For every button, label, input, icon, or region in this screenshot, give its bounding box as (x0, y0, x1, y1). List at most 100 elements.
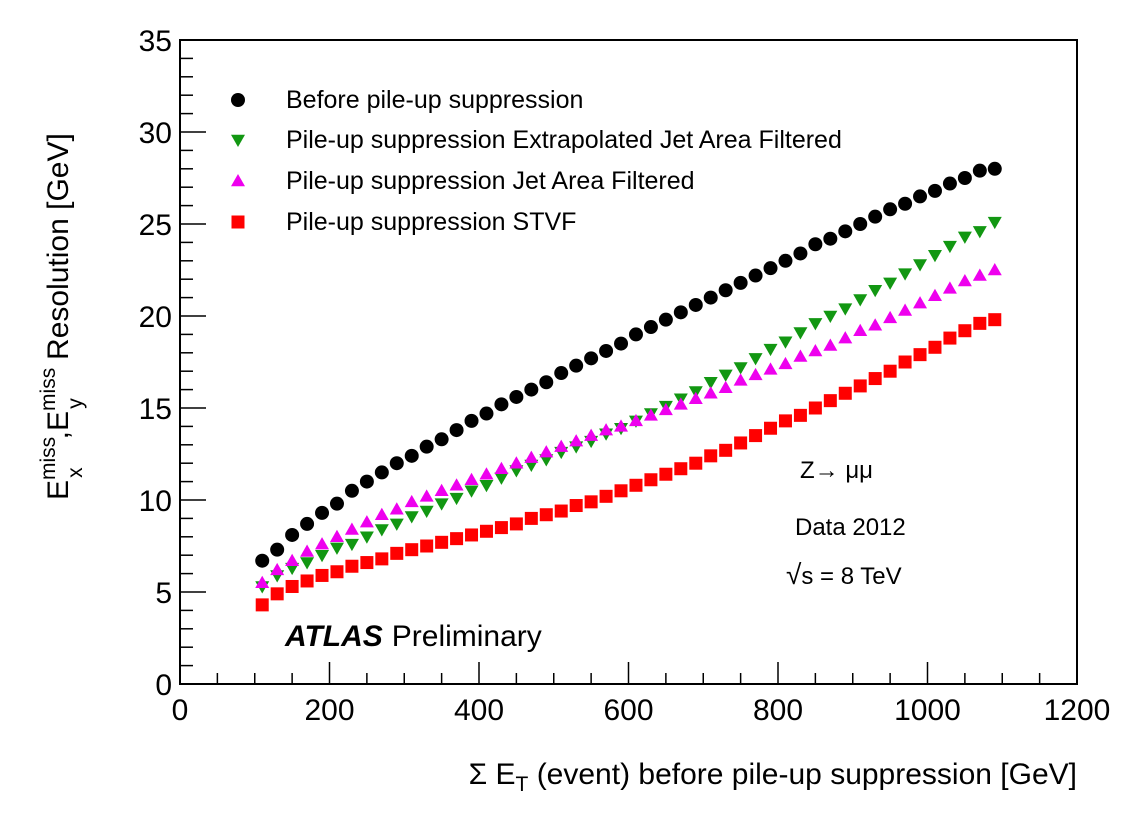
legend-label-before: Before pile-up suppression (286, 86, 583, 114)
data-point (674, 462, 688, 476)
data-point (330, 565, 344, 579)
data-point (270, 542, 285, 557)
data-point (479, 406, 494, 421)
data-point (898, 355, 912, 369)
data-point (599, 489, 613, 503)
data-point (718, 380, 733, 394)
data-point (359, 474, 374, 489)
data-point (883, 277, 898, 290)
data-point (539, 508, 553, 522)
data-point (270, 562, 285, 576)
data-point (524, 450, 539, 463)
data-point (479, 467, 494, 480)
data-point (465, 528, 479, 542)
x-axis-title-sub: T (516, 773, 529, 796)
data-point (389, 456, 404, 471)
preliminary-text: Preliminary (392, 620, 542, 653)
data-point (883, 364, 897, 378)
data-point (509, 517, 523, 531)
data-point (988, 313, 1002, 327)
data-point (838, 303, 853, 316)
legend: Before pile-up suppression Pile-up suppr… (231, 86, 842, 236)
data-point (972, 226, 987, 239)
data-point (898, 268, 913, 281)
data-point (285, 579, 299, 593)
atlas-label: ATLAS Preliminary (284, 620, 542, 653)
data-point (808, 401, 822, 415)
data-point (973, 316, 987, 330)
y-tick-label: 15 (139, 393, 172, 426)
legend-markers (231, 93, 245, 229)
data-point (509, 456, 524, 469)
data-point (957, 274, 972, 287)
data-point (539, 375, 554, 390)
x-axis-title-suffix: (event) before pile-up suppression [GeV] (528, 758, 1077, 791)
data-point (838, 224, 853, 239)
data-point (584, 495, 598, 509)
data-point (494, 472, 509, 485)
data-point (419, 489, 434, 502)
y-tick-label: 5 (155, 577, 172, 610)
data-point (329, 496, 344, 511)
data-points (255, 161, 1002, 612)
data-point (584, 428, 599, 441)
data-point (390, 546, 404, 560)
legend-marker (231, 174, 245, 187)
data-point (464, 413, 479, 428)
data-point (329, 529, 344, 543)
data-point (524, 511, 538, 525)
data-point (405, 543, 419, 557)
data-point (315, 549, 330, 563)
data-point (942, 281, 957, 294)
data-point (972, 163, 987, 178)
data-point (300, 574, 314, 588)
data-point (419, 439, 434, 454)
data-point (927, 288, 942, 302)
data-point (957, 171, 972, 185)
data-point (315, 568, 329, 582)
energy-annotation: √s = 8 TeV (786, 559, 902, 590)
data-point (853, 323, 868, 336)
data-point (374, 465, 389, 480)
data-point (464, 485, 479, 498)
x-axis-title-prefix: Σ E (469, 758, 516, 791)
data-point (629, 478, 643, 492)
data-point (449, 423, 464, 438)
data-point (823, 338, 838, 351)
data-point (628, 413, 643, 427)
data-point (643, 320, 658, 335)
data-point (599, 343, 614, 358)
data-point (853, 217, 868, 231)
series-3 (255, 313, 1002, 612)
data-point (808, 237, 823, 252)
data-point (359, 515, 374, 528)
y-title-e2-sup: miss (37, 368, 60, 411)
data-point (255, 575, 270, 589)
data-point (270, 587, 284, 601)
data-point (898, 303, 913, 316)
data-point (404, 494, 419, 508)
data-point (793, 327, 808, 340)
data-point (703, 290, 718, 305)
data-point (913, 259, 928, 272)
data-point (913, 348, 927, 362)
x-tick-label: 1000 (894, 694, 961, 727)
data-point (868, 318, 883, 331)
data-point (883, 202, 898, 217)
data-point (958, 324, 972, 338)
data-point (913, 189, 928, 204)
data-point (315, 505, 330, 520)
data-point (345, 559, 359, 573)
data-point (449, 492, 464, 506)
data-point (285, 527, 300, 542)
data-point (614, 419, 629, 432)
data-point (599, 423, 614, 436)
data-point (673, 397, 688, 410)
y-axis-title: Emiss x,Emiss y Resolution [GeV] (37, 133, 87, 500)
data-point (987, 263, 1002, 276)
data-point (659, 467, 673, 481)
x-tick-label: 600 (603, 694, 653, 727)
data-point (628, 327, 643, 342)
energy-text: s = 8 TeV (801, 563, 901, 590)
data-point (644, 473, 658, 487)
